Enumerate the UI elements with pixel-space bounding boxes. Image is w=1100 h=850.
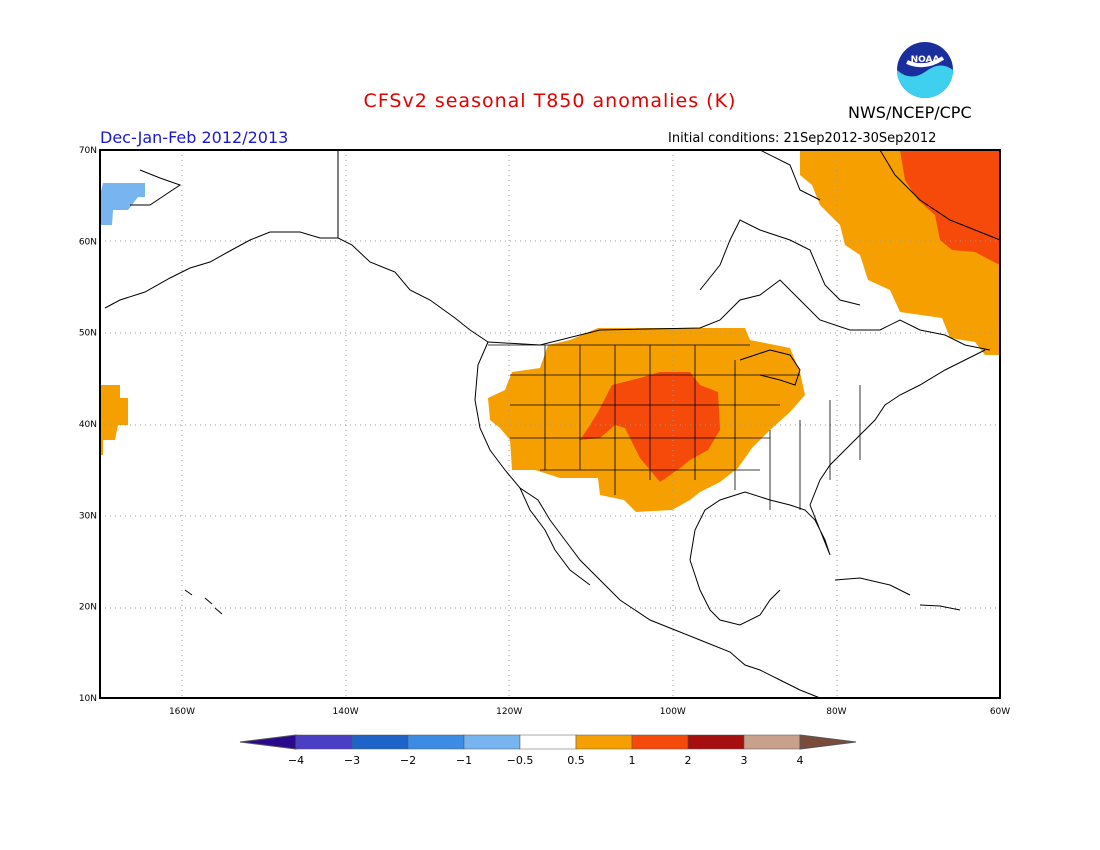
colorbar-tick-label: 3 bbox=[741, 754, 748, 767]
colorbar-tick-label: 2 bbox=[685, 754, 692, 767]
state-borders bbox=[488, 344, 861, 510]
lat-label: 40N bbox=[79, 420, 97, 430]
graticule bbox=[100, 150, 1000, 698]
lon-label: 140W bbox=[333, 707, 359, 717]
coastlines bbox=[104, 149, 1001, 699]
colorbar bbox=[239, 734, 857, 750]
lat-label: 50N bbox=[79, 329, 97, 339]
colorbar-swatch bbox=[519, 734, 577, 750]
colorbar-tick-label: −3 bbox=[344, 754, 360, 767]
anomaly-region-siberia bbox=[100, 183, 145, 225]
lon-label: 80W bbox=[826, 707, 846, 717]
colorbar-tick-label: 4 bbox=[797, 754, 804, 767]
colorbar-tick-label: −1 bbox=[456, 754, 472, 767]
colorbar-arrow-high bbox=[799, 734, 857, 750]
anomaly-region-greenland bbox=[900, 150, 1000, 265]
colorbar-tick-labels: −4 −3 −2 −1 −0.5 0.5 1 2 3 4 bbox=[288, 754, 804, 767]
season-label: Dec-Jan-Feb 2012/2013 bbox=[100, 128, 289, 147]
anomaly-fields bbox=[100, 150, 1000, 512]
lat-label: 60N bbox=[79, 237, 97, 247]
colorbar-tick-label: 1 bbox=[629, 754, 636, 767]
lat-label: 10N bbox=[79, 694, 97, 704]
lat-label: 70N bbox=[79, 146, 97, 156]
lon-label: 120W bbox=[496, 707, 522, 717]
colorbar-tick-label: −2 bbox=[400, 754, 416, 767]
lon-label: 60W bbox=[990, 707, 1010, 717]
colorbar-tick-label: −4 bbox=[288, 754, 304, 767]
latitude-labels: 70N 60N 50N 40N 30N 20N 10N bbox=[79, 146, 97, 704]
agency-label: NWS/NCEP/CPC bbox=[848, 103, 972, 122]
colorbar-swatch bbox=[351, 734, 409, 750]
colorbar-swatch bbox=[407, 734, 465, 750]
noaa-logo: NOAA bbox=[897, 42, 953, 98]
longitude-labels: 160W 140W 120W 100W 80W 60W bbox=[169, 707, 1010, 717]
logo-text: NOAA bbox=[911, 55, 940, 65]
anomaly-region-pacific bbox=[100, 385, 128, 455]
colorbar-swatch bbox=[631, 734, 689, 750]
colorbar-swatch bbox=[743, 734, 801, 750]
colorbar-swatch bbox=[687, 734, 745, 750]
lat-label: 20N bbox=[79, 603, 97, 613]
colorbar-swatch bbox=[463, 734, 521, 750]
colorbar-tick-label: 0.5 bbox=[567, 754, 585, 767]
colorbar-swatch bbox=[575, 734, 633, 750]
chart-title: CFSv2 seasonal T850 anomalies (K) bbox=[363, 90, 737, 112]
lat-label: 30N bbox=[79, 511, 97, 521]
colorbar-swatch bbox=[295, 734, 353, 750]
initial-conditions-label: Initial conditions: 21Sep2012-30Sep2012 bbox=[668, 131, 937, 146]
map-frame bbox=[99, 149, 1001, 699]
colorbar-tick-label: −0.5 bbox=[507, 754, 534, 767]
lon-label: 100W bbox=[660, 707, 686, 717]
colorbar-arrow-low bbox=[239, 734, 297, 750]
lon-label: 160W bbox=[169, 707, 195, 717]
